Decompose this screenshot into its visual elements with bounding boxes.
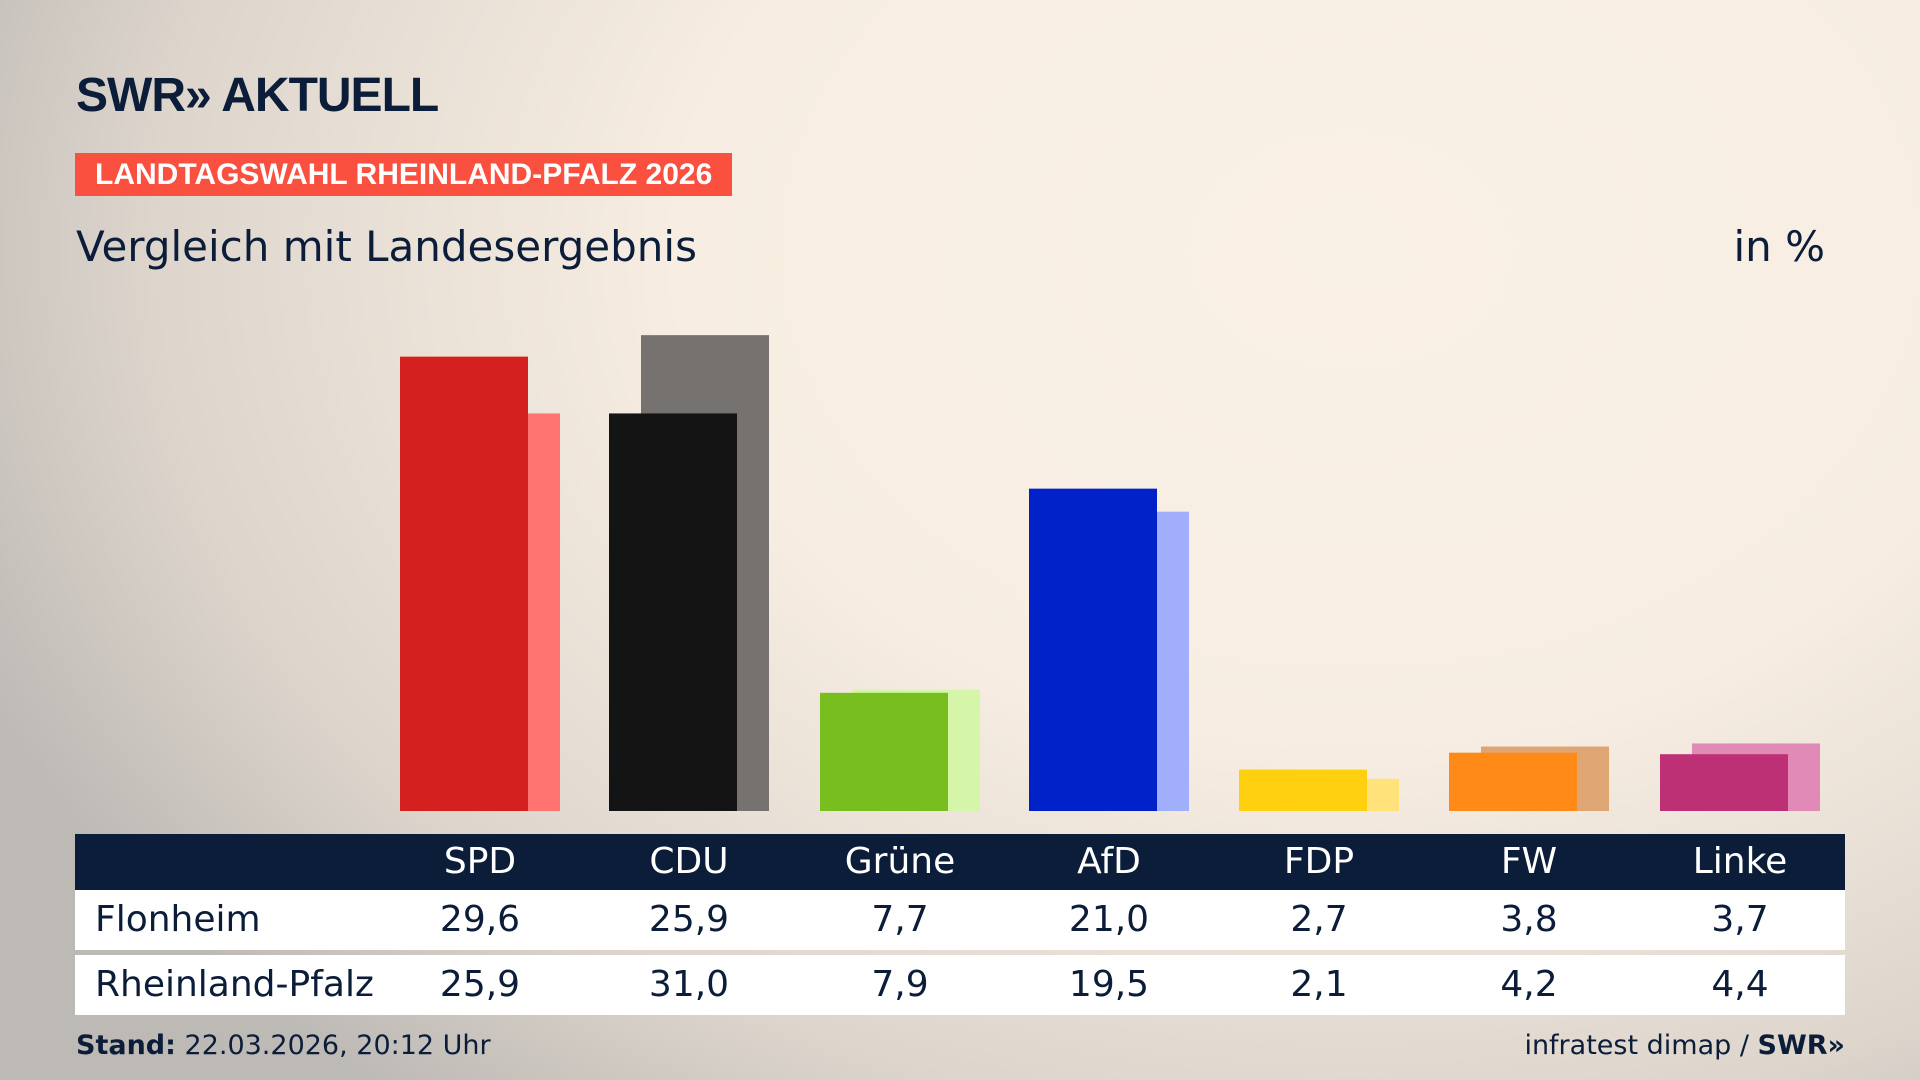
bar-chart xyxy=(400,335,1820,811)
table-cell: 25,9 xyxy=(439,964,521,1005)
column-header: FW xyxy=(1500,841,1558,882)
column-header: CDU xyxy=(649,841,729,882)
stand-label: Stand: xyxy=(76,1030,176,1061)
stand-value: 22.03.2026, 20:12 Uhr xyxy=(184,1030,491,1061)
column-header: Linke xyxy=(1692,841,1788,882)
column-header: AfD xyxy=(1077,841,1141,882)
source-text: infratest dimap / xyxy=(1524,1030,1758,1061)
table-cell: 19,5 xyxy=(1068,964,1150,1005)
table-header: SPD CDU Grüne AfD FDP FW Linke xyxy=(75,834,1845,890)
local-bar-spd xyxy=(400,356,528,811)
results-table: SPD CDU Grüne AfD FDP FW Linke Flonheim 29,6 25… xyxy=(75,834,1845,1015)
table-cell: 21,0 xyxy=(1068,899,1150,940)
chart-subtitle: Vergleich mit Landesergebnis xyxy=(76,222,697,271)
local-bar-linke xyxy=(1660,754,1788,811)
local-bar-grüne xyxy=(820,692,948,811)
column-header: Grüne xyxy=(844,841,956,882)
table-cell: 4,2 xyxy=(1500,964,1558,1005)
unit-label: in % xyxy=(1733,222,1825,271)
local-bar-afd xyxy=(1029,488,1157,811)
table-row: Rheinland-Pfalz 25,9 31,0 7,9 19,5 2,1 4,2 4,4 xyxy=(75,955,1845,1015)
source: infratest dimap / SWR» xyxy=(1524,1030,1845,1061)
table-cell: 7,7 xyxy=(871,899,929,940)
table-cell: 7,9 xyxy=(871,964,929,1005)
table-cell: 3,8 xyxy=(1500,899,1558,940)
timestamp: Stand: 22.03.2026, 20:12 Uhr xyxy=(76,1030,491,1061)
column-header: SPD xyxy=(443,841,517,882)
local-bar-cdu xyxy=(609,413,737,811)
local-bar-fdp xyxy=(1239,769,1367,811)
local-bar-fw xyxy=(1449,752,1577,811)
table-cell: 4,4 xyxy=(1711,964,1769,1005)
table-row: Flonheim 29,6 25,9 7,7 21,0 2,7 3,8 3,7 xyxy=(75,890,1845,950)
table-cell: 25,9 xyxy=(648,899,730,940)
row-label: Flonheim xyxy=(95,899,261,940)
swr-aktuell-logo: SWR» AKTUELL xyxy=(76,69,439,122)
column-header: FDP xyxy=(1283,841,1355,882)
table-cell: 29,6 xyxy=(439,899,521,940)
table-cell: 2,7 xyxy=(1290,899,1348,940)
row-label: Rheinland-Pfalz xyxy=(95,964,374,1005)
swr-logo: SWR» xyxy=(1757,1030,1845,1061)
election-banner: LANDTAGSWAHL RHEINLAND-PFALZ 2026 xyxy=(75,153,733,196)
table-cell: 3,7 xyxy=(1711,899,1769,940)
table-cell: 31,0 xyxy=(648,964,730,1005)
table-cell: 2,1 xyxy=(1290,964,1348,1005)
